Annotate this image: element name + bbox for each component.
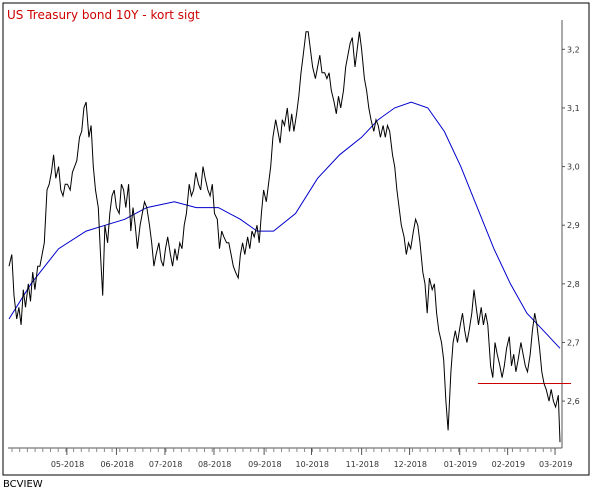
y-tick-label: 2,9 (567, 221, 580, 230)
y-ticks: 3,2 3,1 3,0 2,9 2,8 2,7 2,6 (562, 45, 580, 406)
y-tick-label: 2,6 (567, 397, 580, 406)
x-tick-label: 06-2018 (100, 460, 133, 469)
chart-title: US Treasury bond 10Y - kort sigt (7, 8, 200, 22)
x-tick-label: 12-2018 (394, 460, 427, 469)
source-label: BCVIEW (3, 479, 43, 490)
x-tick-label: 01-2019 (444, 460, 477, 469)
x-ticks: 05-2018 06-2018 07-2018 08-2018 09-2018 10-20… (51, 448, 572, 469)
x-tick-label: 08-2018 (198, 460, 231, 469)
y-tick-label: 3,0 (567, 163, 580, 172)
y-tick-label: 3,1 (567, 104, 580, 113)
y-tick-label: 2,7 (567, 338, 580, 347)
y-tick-label: 3,2 (567, 45, 580, 54)
x-tick-label: 09-2018 (248, 460, 281, 469)
x-tick-label: 03-2019 (539, 460, 572, 469)
x-tick-label: 07-2018 (149, 460, 182, 469)
y-tick-label: 2,8 (567, 280, 580, 289)
x-tick-label: 02-2019 (492, 460, 525, 469)
chart-frame (2, 2, 590, 476)
x-tick-label: 10-2018 (295, 460, 328, 469)
moving-average-line (8, 101, 561, 349)
price-line (8, 31, 561, 443)
x-minor-ticks (11, 448, 552, 452)
x-tick-label: 11-2018 (346, 460, 379, 469)
x-tick-label: 05-2018 (51, 460, 84, 469)
